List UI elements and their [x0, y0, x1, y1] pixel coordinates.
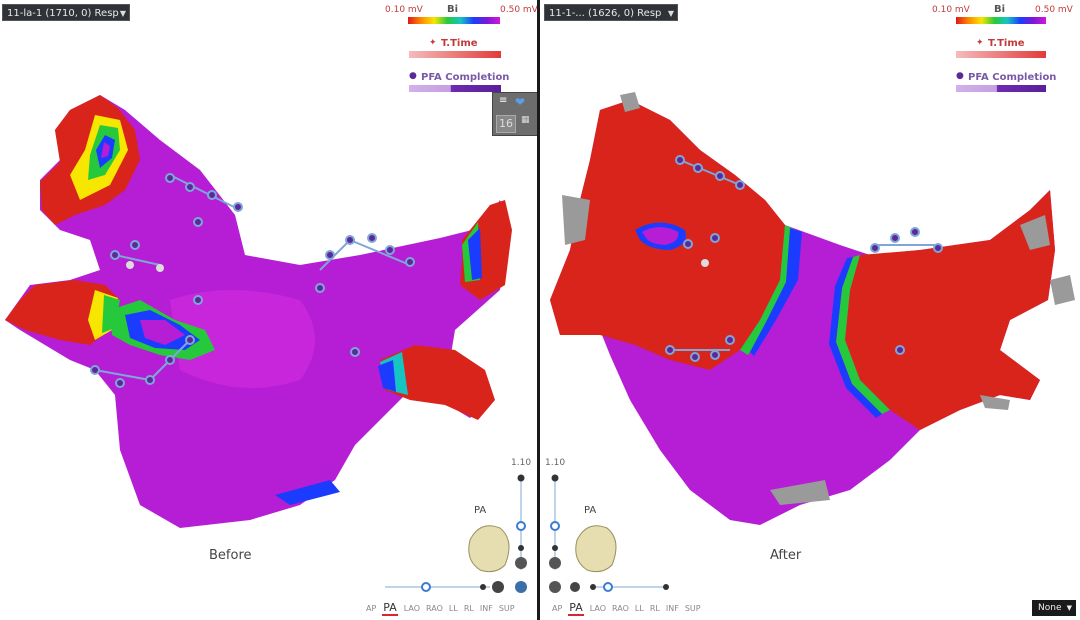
- widget-number: 16: [496, 115, 516, 133]
- orient-inf[interactable]: INF: [480, 604, 493, 613]
- heart-view-icon[interactable]: ❤: [515, 95, 525, 109]
- bi-color-bar: [408, 17, 500, 24]
- caption-after: After: [770, 548, 801, 563]
- map-selector-text: 11-la-1 (1710, 0) Resp: [7, 8, 119, 19]
- orientation-bar-right[interactable]: AP PA LAO RAO LL RL INF SUP: [552, 601, 707, 616]
- left-atrium-map-before[interactable]: [0, 0, 537, 620]
- none-selector[interactable]: None ▼: [1032, 600, 1076, 616]
- orient-inf[interactable]: INF: [666, 604, 679, 613]
- zoom-slider-handle: [517, 522, 525, 530]
- pfa-label: PFA Completion: [421, 72, 509, 83]
- ttime-icon: ✦: [429, 38, 437, 48]
- orient-ll[interactable]: LL: [449, 604, 458, 613]
- orient-ll[interactable]: LL: [635, 604, 644, 613]
- pfa-icon: ●: [409, 71, 417, 81]
- bi-color-bar: [956, 17, 1046, 24]
- orient-pa[interactable]: PA: [568, 601, 583, 616]
- bi-label: Bi: [994, 4, 1005, 15]
- bi-min-label: 0.10 mV: [385, 5, 423, 15]
- zoom-top-knob: [552, 475, 559, 482]
- zoom-top-knob: [518, 475, 525, 482]
- view-label: PA: [584, 505, 596, 516]
- pfa-color-bar: [956, 85, 1046, 92]
- orient-ap[interactable]: AP: [552, 604, 562, 613]
- horizontal-slider-handle: [422, 583, 430, 591]
- bi-max-label: 0.50 mV: [500, 5, 537, 15]
- pfa-label: PFA Completion: [968, 72, 1056, 83]
- orient-sup[interactable]: SUP: [499, 604, 515, 613]
- pfa-color-bar: [409, 85, 501, 92]
- orient-rl[interactable]: RL: [464, 604, 474, 613]
- ttime-color-bar: [409, 51, 501, 58]
- ttime-label: T.Time: [988, 38, 1025, 49]
- bars-icon[interactable]: ≡: [499, 95, 507, 106]
- orient-sup[interactable]: SUP: [685, 604, 701, 613]
- orient-lao[interactable]: LAO: [404, 604, 420, 613]
- chevron-down-icon: ▼: [668, 5, 674, 22]
- map-selector-text: 11-1-... (1626, 0) Resp: [549, 8, 661, 19]
- orientation-heart-icon: [469, 526, 509, 572]
- display-widget[interactable]: ≡ ❤ 16 ▦: [492, 92, 537, 136]
- none-selector-text: None: [1038, 603, 1061, 613]
- horizontal-slider-handle: [604, 583, 612, 591]
- chevron-down-icon: ▼: [1067, 600, 1072, 616]
- after-map-pane[interactable]: 11-1-... (1626, 0) Resp ▼ 0.10 mV Bi 0.5…: [540, 0, 1080, 620]
- orient-rl[interactable]: RL: [650, 604, 660, 613]
- zoom-value: 1.10: [511, 458, 531, 468]
- orient-rao[interactable]: RAO: [426, 604, 443, 613]
- bi-max-label: 0.50 mV: [1035, 5, 1073, 15]
- left-atrium-map-after[interactable]: [540, 0, 1080, 620]
- orientation-heart-icon: [576, 526, 616, 572]
- orient-pa[interactable]: PA: [382, 601, 397, 616]
- orient-ap[interactable]: AP: [366, 604, 376, 613]
- ttime-label: T.Time: [441, 38, 478, 49]
- grid-icon[interactable]: ▦: [521, 115, 530, 125]
- chevron-down-icon: ▼: [120, 5, 126, 22]
- view-label: PA: [474, 505, 486, 516]
- pfa-icon: ●: [956, 71, 964, 81]
- orientation-bar-left[interactable]: AP PA LAO RAO LL RL INF SUP: [366, 601, 521, 616]
- map-selector-left[interactable]: 11-la-1 (1710, 0) Resp ▼: [2, 4, 130, 21]
- orient-rao[interactable]: RAO: [612, 604, 629, 613]
- map-selector-right[interactable]: 11-1-... (1626, 0) Resp ▼: [544, 4, 678, 21]
- ttime-icon: ✦: [976, 38, 984, 48]
- caption-before: Before: [209, 548, 252, 563]
- zoom-value: 1.10: [545, 458, 565, 468]
- zoom-slider-handle: [551, 522, 559, 530]
- ttime-color-bar: [956, 51, 1046, 58]
- bi-label: Bi: [447, 4, 458, 15]
- bi-min-label: 0.10 mV: [932, 5, 970, 15]
- before-map-pane[interactable]: 11-la-1 (1710, 0) Resp ▼ 0.10 mV Bi 0.50…: [0, 0, 537, 620]
- orient-lao[interactable]: LAO: [590, 604, 606, 613]
